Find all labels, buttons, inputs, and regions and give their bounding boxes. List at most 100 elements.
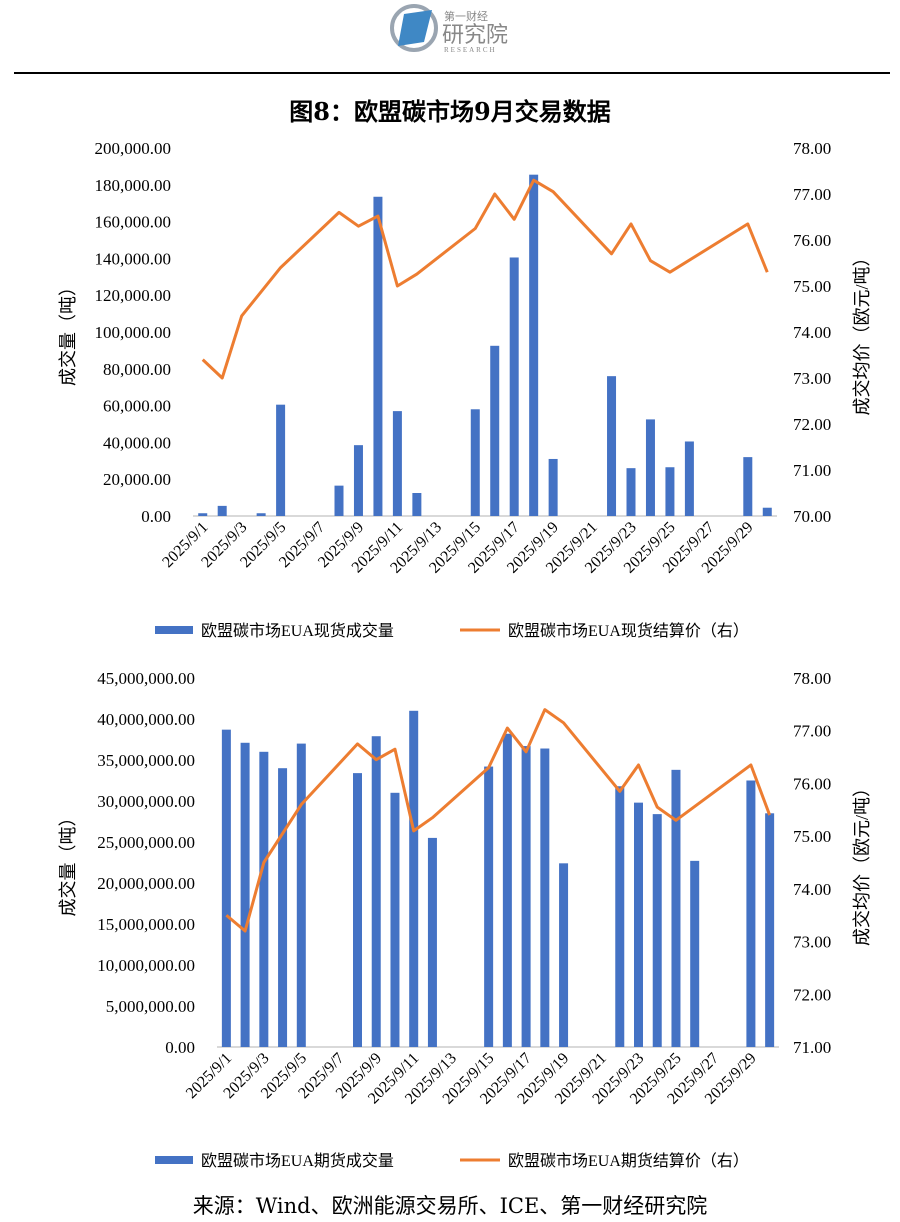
y-tick-label: 180,000.00	[95, 176, 172, 195]
bar	[671, 769, 681, 1047]
bar	[490, 345, 500, 516]
y-tick-label: 160,000.00	[95, 213, 172, 232]
legend-bar-swatch	[155, 1156, 193, 1164]
legend-line-label: 欧盟碳市场EUA现货结算价（右）	[508, 621, 749, 640]
bar	[334, 485, 344, 516]
bar	[509, 257, 519, 516]
bar	[743, 457, 753, 516]
legend-bar-swatch	[155, 626, 193, 634]
figure-title: 图8：欧盟碳市场9月交易数据	[289, 97, 611, 126]
y2-tick-label: 76.00	[793, 231, 831, 250]
y-tick-label: 120,000.00	[95, 286, 172, 305]
bar	[217, 505, 227, 516]
legend-bar-label: 欧盟碳市场EUA现货成交量	[201, 622, 394, 640]
price-line	[225, 708, 772, 933]
spot-chart: 0.00 20,000.00 40,000.00 60,000.00 80,000.00…	[58, 139, 872, 640]
bar	[296, 743, 306, 1047]
bar	[373, 196, 383, 516]
y-tick-label: 30,000,000.00	[97, 792, 195, 811]
bar	[276, 404, 286, 516]
y-tick-label: 140,000.00	[95, 249, 172, 268]
bar	[278, 768, 288, 1047]
bar	[427, 837, 437, 1047]
y-tick-label: 10,000,000.00	[97, 956, 195, 975]
y2-tick-label: 78.00	[793, 669, 831, 688]
y-tick-label: 40,000,000.00	[97, 710, 195, 729]
bar	[762, 507, 772, 516]
bar	[502, 733, 512, 1047]
y-tick-label: 100,000.00	[95, 323, 172, 342]
futures-chart: 0.00 5,000,000.00 10,000,000.00 15,000,000.…	[58, 669, 872, 1170]
bar	[665, 467, 675, 516]
y2-tick-label: 76.00	[793, 774, 831, 793]
bar	[529, 174, 539, 516]
y2-axis-label: 成交均价（欧元/吨）	[852, 248, 872, 415]
y2-tick-label: 70.00	[793, 507, 831, 526]
bar	[240, 742, 250, 1047]
y2-tick-label: 71.00	[793, 461, 831, 480]
bar	[559, 863, 569, 1047]
y-tick-label: 20,000,000.00	[97, 874, 195, 893]
y-tick-label: 0.00	[165, 1038, 195, 1057]
header-divider	[14, 72, 890, 74]
logo-icon: 第一财经 研究院 RESEARCH	[390, 4, 508, 54]
bar	[353, 445, 363, 516]
bar	[256, 513, 266, 516]
bar	[746, 780, 756, 1047]
y-tick-label: 25,000,000.00	[97, 833, 195, 852]
bar	[626, 468, 636, 516]
logo: 第一财经 研究院 RESEARCH	[390, 2, 520, 54]
bar	[615, 786, 625, 1047]
y-axis-label: 成交量（吨）	[58, 809, 78, 917]
y-axis-label: 成交量（吨）	[58, 278, 78, 386]
svg-text:RESEARCH: RESEARCH	[444, 46, 497, 54]
y2-tick-label: 71.00	[793, 1038, 831, 1057]
y2-tick-label: 72.00	[793, 415, 831, 434]
y-tick-label: 45,000,000.00	[97, 669, 195, 688]
legend-bar-label: 欧盟碳市场EUA期货成交量	[201, 1152, 394, 1170]
y2-tick-label: 74.00	[793, 323, 831, 342]
y-tick-label: 0.00	[141, 507, 171, 526]
y2-tick-label: 74.00	[793, 880, 831, 899]
bar	[198, 513, 208, 516]
bar	[645, 419, 655, 516]
bar	[765, 813, 775, 1047]
y2-axis-label: 成交均价（欧元/吨）	[852, 779, 872, 946]
bar	[470, 409, 480, 516]
price-line	[201, 178, 769, 380]
bar	[690, 860, 700, 1047]
bar	[371, 736, 381, 1047]
y-tick-label: 5,000,000.00	[106, 997, 195, 1016]
y-tick-label: 200,000.00	[95, 139, 172, 158]
bar	[392, 411, 402, 516]
bar	[548, 458, 558, 516]
bar	[221, 729, 231, 1047]
bar	[259, 751, 269, 1047]
legend-line-label: 欧盟碳市场EUA期货结算价（右）	[508, 1151, 749, 1170]
svg-text:研究院: 研究院	[442, 22, 508, 47]
bar	[521, 746, 531, 1047]
y2-tick-label: 78.00	[793, 139, 831, 158]
y2-tick-label: 75.00	[793, 277, 831, 296]
y-tick-label: 15,000,000.00	[97, 915, 195, 934]
bar	[652, 814, 662, 1047]
y-tick-label: 35,000,000.00	[97, 751, 195, 770]
bar	[634, 802, 643, 1047]
y-tick-label: 60,000.00	[103, 397, 171, 416]
y2-tick-label: 73.00	[793, 933, 831, 952]
bar	[540, 748, 550, 1047]
y-tick-label: 40,000.00	[103, 433, 171, 452]
source-note: 来源：Wind、欧洲能源交易所、ICE、第一财经研究院	[192, 1194, 708, 1218]
y2-tick-label: 75.00	[793, 827, 831, 846]
y2-tick-label: 73.00	[793, 369, 831, 388]
y2-tick-label: 77.00	[793, 722, 831, 741]
y2-tick-label: 72.00	[793, 985, 831, 1004]
bar	[684, 441, 694, 516]
bar	[409, 710, 419, 1047]
bar	[607, 376, 617, 516]
bar	[412, 493, 422, 516]
y2-tick-label: 77.00	[793, 185, 831, 204]
bar	[390, 792, 400, 1047]
bar	[484, 766, 494, 1047]
y-tick-label: 20,000.00	[103, 470, 171, 489]
